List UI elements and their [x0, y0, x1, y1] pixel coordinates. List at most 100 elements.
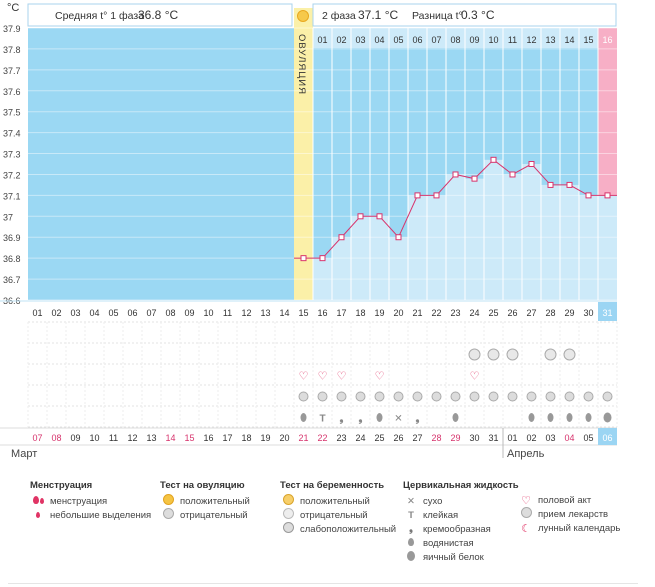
legend-item: лунный календарь [538, 523, 621, 534]
ovulation-label: ОВУЛЯЦИЯ [296, 34, 307, 95]
marker-rows: ♡ ♡ ♡ ♡ ♡ T ❟ ❟ ✕ ❟ [27, 321, 618, 428]
x-tick-label: 26 [507, 308, 517, 318]
temperature-point [604, 192, 611, 199]
legend-item: клейкая [423, 510, 459, 521]
temperature-point [357, 213, 364, 220]
heart-icon: ♡ [299, 371, 309, 383]
y-tick-label: 37.1 [3, 191, 21, 201]
chart-header: °C Средняя t° 1 фаза 36.8 °C 2 фаза 37.1… [7, 2, 617, 27]
calendar-date-label: 13 [146, 433, 156, 443]
x-tick-label: 17 [336, 308, 346, 318]
creamy-icon: ❟ [416, 414, 420, 425]
calendar-date-label: 16 [203, 433, 213, 443]
y-tick-label: 37 [3, 212, 13, 222]
day-fill-bar [541, 184, 560, 300]
calendar-date-label: 18 [241, 433, 251, 443]
x-tick-label: 04 [89, 308, 99, 318]
temperature-point [471, 175, 478, 182]
calendar-date-label: 30 [469, 433, 479, 443]
medication-marker [412, 391, 423, 402]
calendar-date-label: 19 [260, 433, 270, 443]
x-tick-label: 28 [545, 308, 555, 318]
legend-item: положительный [300, 496, 370, 507]
y-axis-ticks: 37.9 37.8 37.7 37.6 37.5 37.4 37.3 37.2 37.1 37 36… [3, 24, 21, 306]
watery-icon [403, 537, 419, 551]
legend-item: отрицательный [300, 510, 368, 521]
divider [8, 583, 638, 584]
cycle-day-axis: 01 02 03 04 05 06 07 08 09 10 11 12 13 14 15 16 17 18 19 20… [0, 300, 617, 321]
medication-marker [488, 391, 499, 402]
temperature-point [452, 171, 459, 178]
calendar-date-label: 11 [109, 433, 118, 443]
creamy-icon: ❟ [409, 524, 413, 535]
x-tick-label: 24 [469, 308, 479, 318]
medication-marker [298, 391, 309, 402]
phase2-day-label: 09 [469, 35, 479, 45]
legend-item: прием лекарств [538, 509, 609, 520]
legend-item: кремообразная [423, 524, 491, 535]
egg-white-icon [603, 412, 612, 423]
day-fill-bar [579, 195, 598, 300]
calendar-date-label: 08 [51, 433, 61, 443]
heart-icon: ♡ [318, 371, 328, 383]
legend-item: положительный [180, 496, 250, 507]
medication-marker [336, 391, 347, 402]
day-fill-bar [370, 216, 389, 300]
x-tick-label: 29 [564, 308, 574, 318]
egg-white-icon [403, 550, 419, 566]
temperature-point [414, 192, 421, 199]
day-fill-bar [522, 164, 541, 300]
creamy-icon: ❟ [359, 414, 363, 425]
x-tick-label: 02 [51, 308, 61, 318]
calendar-date-label: 12 [127, 433, 137, 443]
x-tick-label: 30 [583, 308, 593, 318]
watery-icon [547, 413, 554, 422]
ovulation-column [294, 8, 313, 300]
legend-item: сухо [423, 496, 443, 507]
x-tick-label: 18 [355, 308, 365, 318]
temperature-point [395, 234, 402, 241]
legend-item: яичный белок [423, 552, 484, 563]
heart-icon: ♡ [470, 371, 480, 383]
phase1-label: Средняя t° 1 фаза [55, 10, 144, 22]
medication-marker [355, 391, 366, 402]
diff-value: 0.3 °C [461, 8, 495, 22]
watery-icon [300, 413, 307, 422]
x-tick-label: 14 [279, 308, 289, 318]
menstruation-icon [30, 495, 46, 509]
temperature-point [338, 234, 345, 241]
x-tick-label: 16 [317, 308, 327, 318]
phase2-day-label: 16 [602, 35, 612, 45]
calendar-date-label: 06 [602, 433, 612, 443]
diff-label: Разница t° [412, 10, 463, 22]
x-tick-label: 05 [108, 308, 118, 318]
x-tick-label: 19 [374, 308, 384, 318]
temperature-point [490, 156, 497, 163]
positive-pregnancy-icon [280, 494, 296, 510]
phase2-day-label: 08 [450, 35, 460, 45]
day-fill-bar [503, 174, 522, 300]
heart-icon: ♡ [375, 371, 385, 383]
day-fill-bar [427, 195, 446, 300]
pill-icon [518, 507, 534, 523]
watery-icon [528, 413, 535, 422]
negative-pregnancy-icon [280, 508, 296, 524]
legend-item: водянистая [423, 538, 474, 549]
calendar-date-label: 01 [507, 433, 517, 443]
day-fill-bar [351, 216, 370, 300]
legend-item: отрицательный [180, 510, 248, 521]
creamy-icon: ❟ [340, 414, 344, 425]
highlight-date-box [598, 428, 617, 445]
y-tick-label: 37.9 [3, 24, 21, 34]
calendar-date-label: 20 [279, 433, 289, 443]
pregnancy-test-marker [506, 348, 519, 361]
grid-layer [28, 8, 617, 301]
x-tick-label: 07 [146, 308, 156, 318]
temperature-point [566, 181, 573, 188]
y-tick-label: 37.3 [3, 150, 21, 160]
medication-marker [317, 391, 328, 402]
watery-icon [376, 413, 383, 422]
phase2-day-label: 01 [317, 35, 327, 45]
calendar-date-label: 22 [317, 433, 327, 443]
calendar-date-label: 03 [545, 433, 555, 443]
